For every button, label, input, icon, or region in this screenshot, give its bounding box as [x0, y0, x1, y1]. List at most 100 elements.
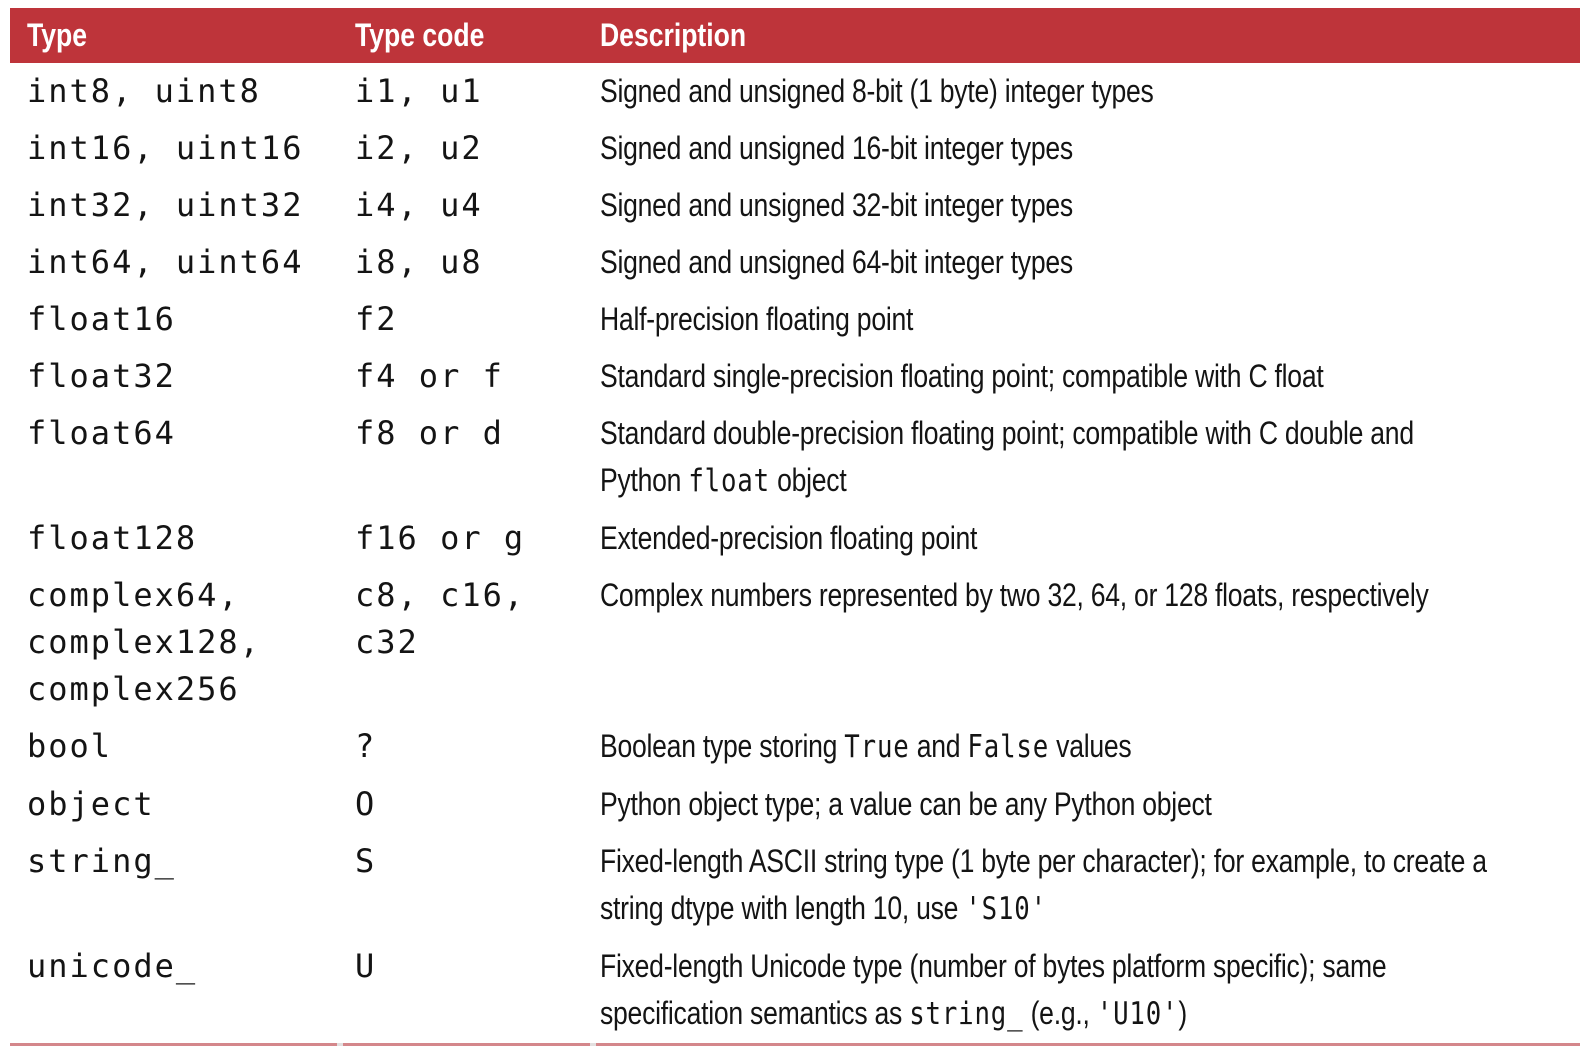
table-row: string_ S Fixed-length ASCII string type (… [10, 833, 1580, 938]
numpy-dtypes-table: Type Type code Description int8, uint8 i1, … [10, 8, 1580, 1046]
description-segment: object [769, 462, 847, 498]
type-cell: float64 [10, 405, 337, 510]
column-header-description: Description [590, 8, 1580, 63]
type-cell: int8, uint8 [10, 63, 337, 120]
description-segment: Fixed-length Unicode type (number of byt… [600, 948, 1387, 1031]
dtypes-table: Type Type code Description int8, uint8 i1, … [10, 8, 1580, 1046]
description-cell: Signed and unsigned 64-bit integer types [590, 234, 1580, 291]
description-text: Boolean type storing True and False valu… [600, 723, 1132, 771]
description-cell: Standard double-precision floating point… [590, 405, 1580, 510]
type-code-cell: f8 or d [337, 405, 590, 510]
table-row: int32, uint32 i4, u4 Signed and unsigned 3… [10, 177, 1580, 234]
description-text: Half-precision floating point [600, 296, 913, 343]
type-code-cell: i8, u8 [337, 234, 590, 291]
description-segment: Standard double-precision floating point… [600, 415, 1414, 498]
column-header-label: Description [600, 17, 747, 53]
description-segment: Signed and unsigned 64-bit integer types [600, 244, 1073, 280]
table-row: float32 f4 or f Standard single-precision … [10, 348, 1580, 405]
type-cell: unicode_ [10, 938, 337, 1046]
type-cell: float16 [10, 291, 337, 348]
description-segment: Extended-precision floating point [600, 520, 978, 556]
description-text: Complex numbers represented by two 32, 6… [600, 572, 1429, 619]
type-code-cell: ? [337, 718, 590, 776]
type-cell: object [10, 776, 337, 833]
description-text: Extended-precision floating point [600, 515, 977, 562]
type-code-cell: i1, u1 [337, 63, 590, 120]
column-divider [337, 1043, 343, 1046]
description-segment: Complex numbers represented by two 32, 6… [600, 577, 1429, 613]
inline-code: 'S10' [965, 891, 1047, 927]
description-segment: Signed and unsigned 16-bit integer types [600, 130, 1073, 166]
description-segment: Python object type; a value can be any P… [600, 786, 1212, 822]
description-segment: values [1049, 728, 1132, 764]
description-segment: Signed and unsigned 32-bit integer types [600, 187, 1073, 223]
description-segment: and [909, 728, 968, 764]
type-code-cell: i4, u4 [337, 177, 590, 234]
type-code-cell: f16 or g [337, 510, 590, 567]
table-row: int16, uint16 i2, u2 Signed and unsigned 1… [10, 120, 1580, 177]
description-segment: (e.g., [1023, 995, 1097, 1031]
description-cell: Signed and unsigned 32-bit integer types [590, 177, 1580, 234]
type-code-cell: f2 [337, 291, 590, 348]
description-segment: ) [1178, 995, 1187, 1031]
description-text: Standard single-precision floating point… [600, 353, 1324, 400]
description-segment: Signed and unsigned 8-bit (1 byte) integ… [600, 73, 1154, 109]
type-code-cell: c8, c16, c32 [337, 567, 590, 718]
table-row: unicode_ U Fixed-length Unicode type (numb… [10, 938, 1580, 1046]
table-row: float16 f2 Half-precision floating point [10, 291, 1580, 348]
type-code-cell: O [337, 776, 590, 833]
column-header-label: Type code [355, 17, 485, 53]
table-row: bool? Boolean type storing True and False… [10, 718, 1580, 776]
type-code-cell: i2, u2 [337, 120, 590, 177]
table-row: complex64, complex128, complex256 c8, c16… [10, 567, 1580, 718]
description-cell: Extended-precision floating point [590, 510, 1580, 567]
column-header-label: Type [27, 17, 88, 53]
description-cell: Signed and unsigned 16-bit integer types [590, 120, 1580, 177]
inline-code: False [967, 729, 1050, 765]
table-row: object O Python object type; a value can b… [10, 776, 1580, 833]
description-text: Signed and unsigned 64-bit integer types [600, 239, 1073, 286]
description-segment: Boolean type storing [600, 728, 845, 764]
description-text: Fixed-length Unicode type (number of byt… [600, 943, 1387, 1038]
description-text: Signed and unsigned 32-bit integer types [600, 182, 1073, 229]
table-body: int8, uint8 i1, u1 Signed and unsigned 8-b… [10, 63, 1580, 1046]
description-cell: Fixed-length Unicode type (number of byt… [590, 938, 1580, 1046]
description-segment: Half-precision floating point [600, 301, 914, 337]
column-header-type-code: Type code [337, 8, 590, 63]
description-cell: Boolean type storing True and False valu… [590, 718, 1580, 776]
description-text: Fixed-length ASCII string type (1 byte p… [600, 838, 1487, 933]
table-row: float64 f8 or d Standard double-precision … [10, 405, 1580, 510]
type-code-cell: S [337, 833, 590, 938]
description-text: Signed and unsigned 8-bit (1 byte) integ… [600, 68, 1154, 115]
description-segment: Standard single-precision floating point… [600, 358, 1324, 394]
inline-code: string_ [909, 996, 1024, 1032]
type-cell: bool [10, 718, 337, 776]
table-header-row: Type Type code Description [10, 8, 1580, 63]
table-row: int64, uint64 i8, u8 Signed and unsigned 6… [10, 234, 1580, 291]
description-cell: Fixed-length ASCII string type (1 byte p… [590, 833, 1580, 938]
description-segment: Fixed-length ASCII string type (1 byte p… [600, 843, 1487, 926]
type-code-cell: f4 or f [337, 348, 590, 405]
description-cell: Complex numbers represented by two 32, 6… [590, 567, 1580, 718]
type-code-cell: U [337, 938, 590, 1046]
inline-code: float [688, 463, 770, 499]
type-cell: float128 [10, 510, 337, 567]
description-text: Python object type; a value can be any P… [600, 781, 1212, 828]
inline-code: True [844, 729, 910, 765]
description-cell: Signed and unsigned 8-bit (1 byte) integ… [590, 63, 1580, 120]
table-row: float128 f16 or g Extended-precision float… [10, 510, 1580, 567]
column-divider [590, 1043, 596, 1046]
description-cell: Python object type; a value can be any P… [590, 776, 1580, 833]
description-cell: Standard single-precision floating point… [590, 348, 1580, 405]
inline-code: 'U10' [1096, 996, 1179, 1032]
description-text: Signed and unsigned 16-bit integer types [600, 125, 1073, 172]
type-cell: int64, uint64 [10, 234, 337, 291]
description-cell: Half-precision floating point [590, 291, 1580, 348]
type-cell: complex64, complex128, complex256 [10, 567, 337, 718]
table-row: int8, uint8 i1, u1 Signed and unsigned 8-b… [10, 63, 1580, 120]
column-header-type: Type [10, 8, 337, 63]
description-text: Standard double-precision floating point… [600, 410, 1414, 505]
type-cell: string_ [10, 833, 337, 938]
type-cell: int32, uint32 [10, 177, 337, 234]
type-cell: float32 [10, 348, 337, 405]
